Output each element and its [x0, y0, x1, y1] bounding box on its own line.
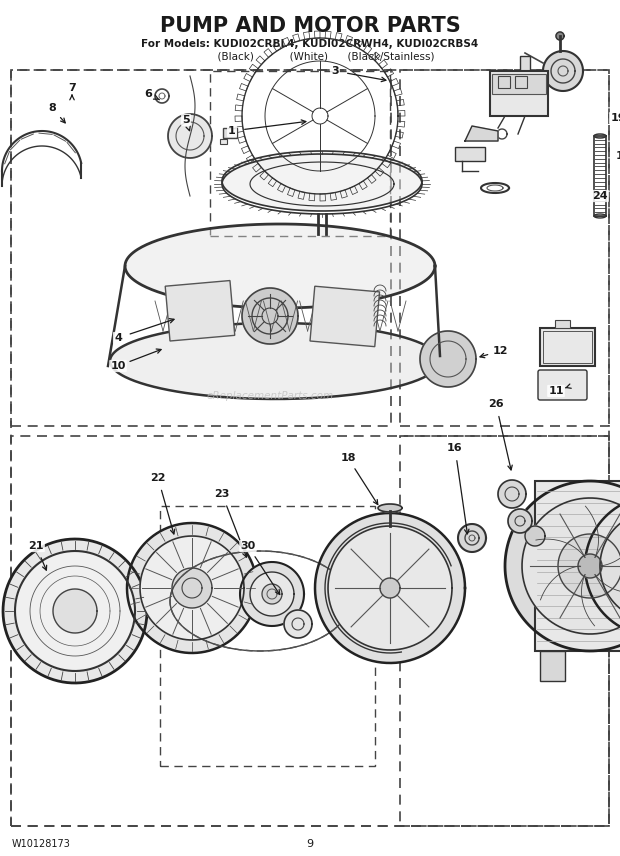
Bar: [455, 147, 485, 161]
Bar: [223, 128, 237, 138]
Polygon shape: [168, 114, 212, 158]
Text: W10128173: W10128173: [12, 839, 71, 849]
Text: 5: 5: [182, 115, 190, 125]
Polygon shape: [15, 551, 135, 671]
Text: 1: 1: [228, 126, 236, 136]
Bar: [515, 76, 527, 88]
Polygon shape: [543, 51, 583, 91]
Bar: [498, 76, 510, 88]
Text: 3: 3: [331, 66, 339, 76]
Bar: [490, 71, 548, 116]
Polygon shape: [110, 323, 440, 399]
Polygon shape: [380, 578, 400, 598]
Bar: [400, 70, 609, 426]
Text: 7: 7: [68, 83, 76, 93]
Polygon shape: [458, 524, 486, 552]
Text: 4: 4: [114, 333, 122, 343]
Bar: [165, 281, 235, 341]
Polygon shape: [498, 480, 526, 508]
Polygon shape: [242, 288, 298, 344]
Polygon shape: [420, 331, 476, 387]
Text: 12: 12: [492, 346, 508, 356]
Text: 21: 21: [29, 541, 44, 551]
Bar: [310, 286, 379, 347]
Text: (Black)           (White)      (Black/Stainless): (Black) (White) (Black/Stainless): [185, 51, 435, 61]
Text: 26: 26: [488, 399, 504, 409]
Bar: [594, 136, 606, 216]
Polygon shape: [508, 509, 532, 533]
Polygon shape: [578, 554, 602, 578]
FancyBboxPatch shape: [538, 370, 587, 400]
Polygon shape: [240, 562, 304, 626]
Polygon shape: [315, 513, 465, 663]
Polygon shape: [522, 498, 620, 634]
Text: 11: 11: [548, 386, 564, 396]
Polygon shape: [600, 511, 620, 621]
Bar: [11, 436, 609, 826]
Text: 9: 9: [306, 839, 314, 849]
Polygon shape: [328, 526, 452, 650]
Bar: [540, 651, 565, 681]
Polygon shape: [284, 610, 312, 638]
Polygon shape: [505, 481, 620, 651]
Text: For Models: KUDI02CRBL4, KUDI02CRWH4, KUDI02CRBS4: For Models: KUDI02CRBL4, KUDI02CRWH4, KU…: [141, 39, 479, 49]
Bar: [492, 74, 546, 94]
Polygon shape: [127, 523, 257, 653]
Polygon shape: [53, 589, 97, 633]
Polygon shape: [378, 504, 402, 512]
Bar: [535, 481, 620, 651]
Text: 15: 15: [615, 151, 620, 161]
Text: eReplacementParts.com: eReplacementParts.com: [206, 391, 334, 401]
Text: PUMP AND MOTOR PARTS: PUMP AND MOTOR PARTS: [159, 16, 461, 36]
Text: 10: 10: [110, 361, 126, 371]
Polygon shape: [222, 151, 422, 211]
Polygon shape: [585, 496, 620, 636]
Bar: [543, 331, 592, 363]
Text: 22: 22: [150, 473, 166, 483]
Bar: [540, 328, 595, 366]
Polygon shape: [525, 526, 545, 546]
Polygon shape: [465, 126, 498, 141]
Polygon shape: [262, 584, 282, 604]
Bar: [160, 506, 375, 766]
Text: 18: 18: [340, 453, 356, 463]
Bar: [400, 436, 609, 826]
Polygon shape: [558, 534, 620, 598]
Polygon shape: [172, 568, 212, 608]
Bar: [11, 70, 609, 826]
Text: 16: 16: [447, 443, 463, 453]
Text: 19: 19: [610, 113, 620, 123]
Bar: [210, 71, 390, 236]
Polygon shape: [250, 572, 294, 616]
Text: 24: 24: [592, 191, 608, 201]
Bar: [520, 56, 530, 86]
Text: 23: 23: [215, 489, 229, 499]
Polygon shape: [594, 134, 606, 138]
Polygon shape: [140, 536, 244, 640]
Polygon shape: [3, 539, 147, 683]
Polygon shape: [556, 32, 564, 40]
Text: 8: 8: [48, 103, 56, 113]
Text: 6: 6: [144, 89, 152, 99]
Bar: [11, 70, 391, 426]
Bar: [555, 320, 570, 328]
Polygon shape: [125, 224, 435, 308]
Text: 30: 30: [241, 541, 255, 551]
Bar: [220, 139, 227, 144]
